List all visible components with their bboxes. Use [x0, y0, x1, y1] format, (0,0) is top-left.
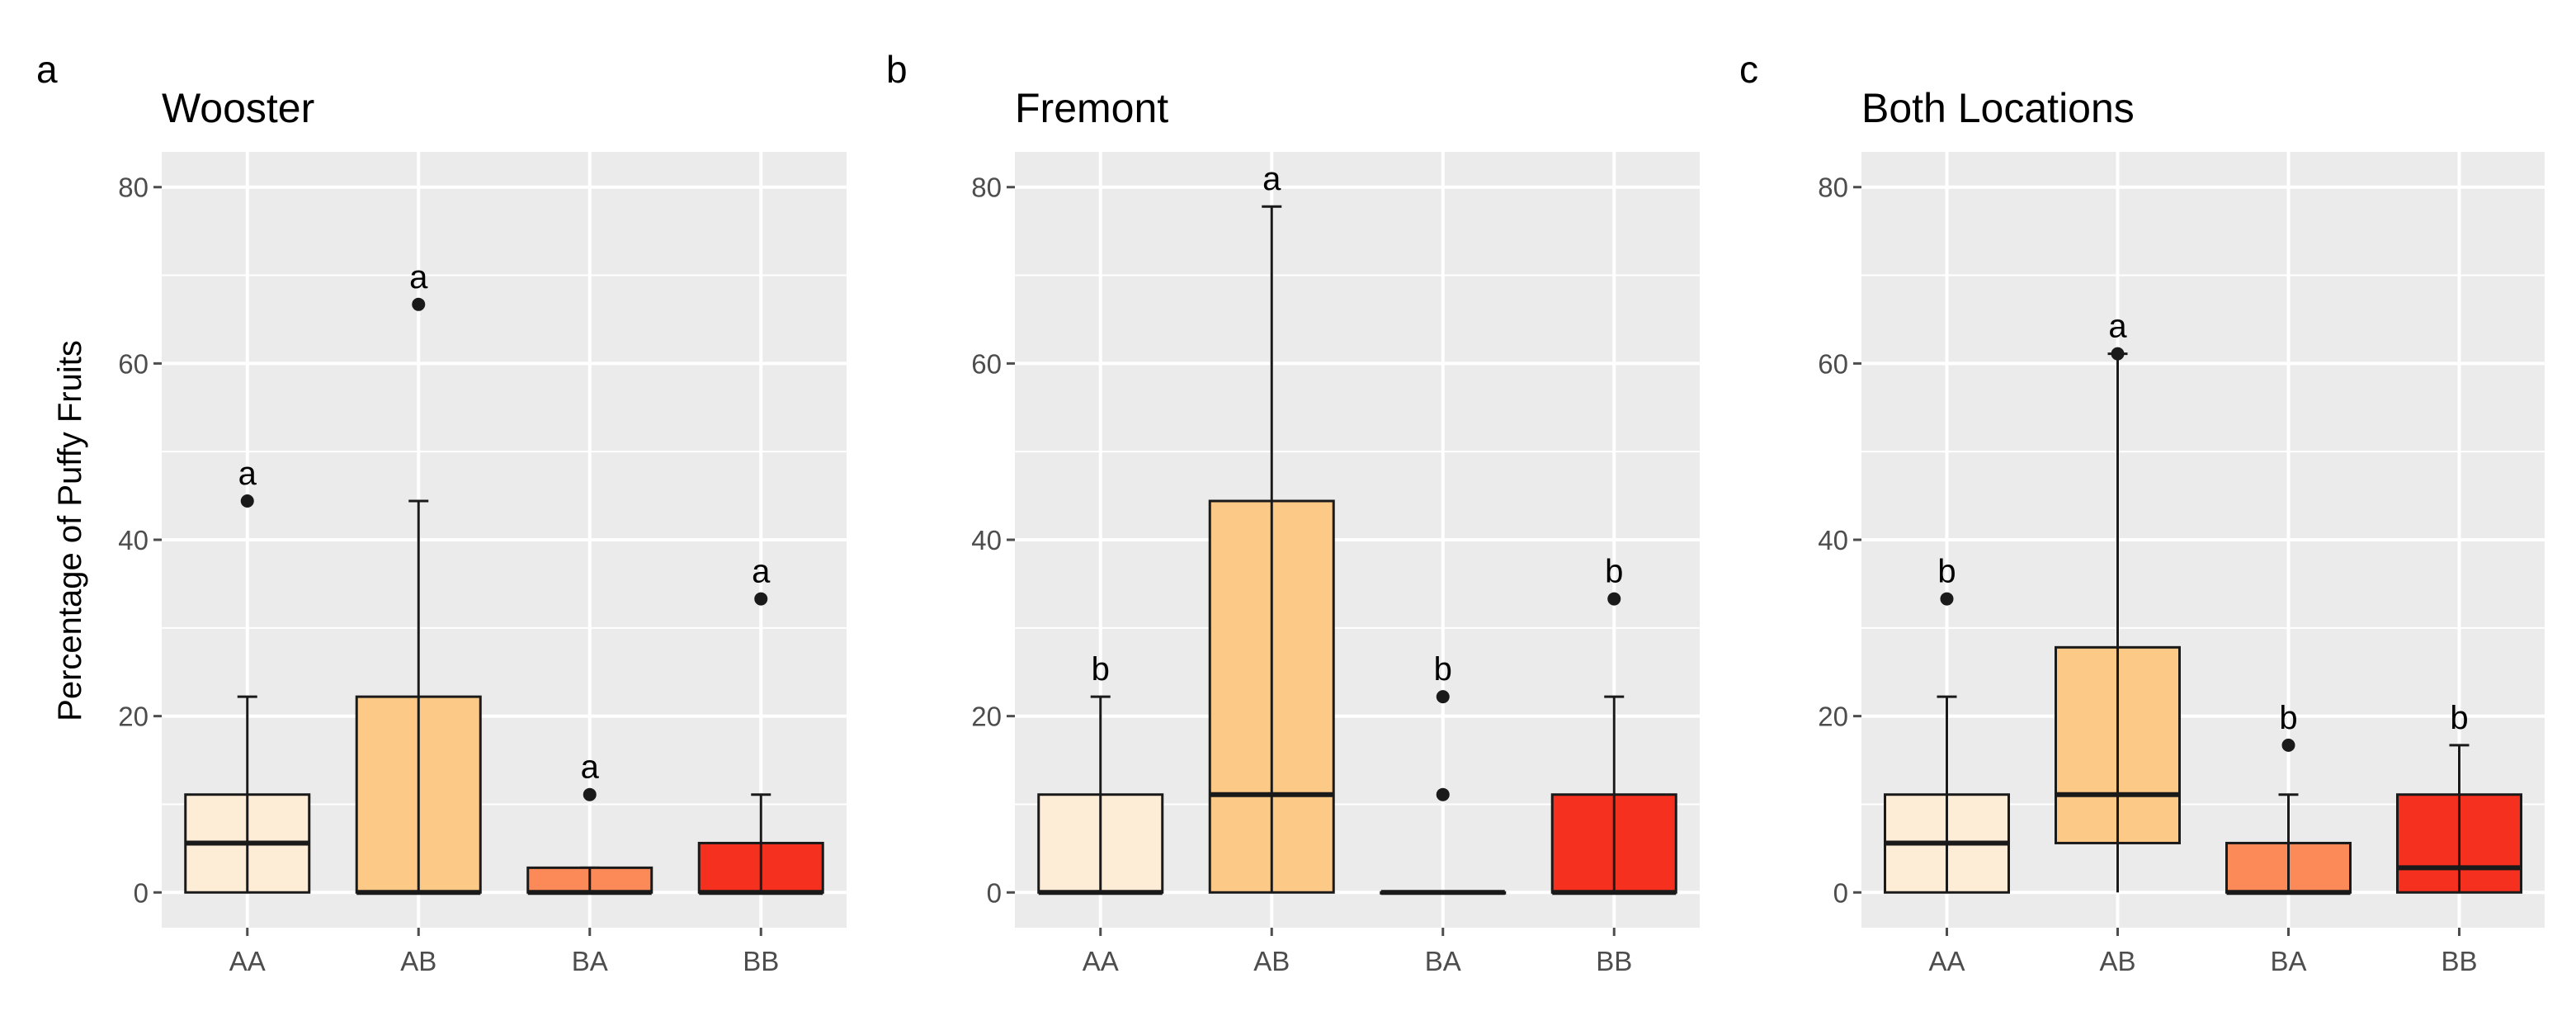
- x-tick-label: AA: [1083, 946, 1119, 976]
- y-axis-title: Percentage of Puffy Fruits: [52, 340, 88, 721]
- outlier-point: [1940, 592, 1954, 606]
- y-tick-label: 60: [971, 348, 1002, 379]
- y-tick-label: 60: [118, 348, 149, 379]
- significance-letter: b: [1434, 651, 1452, 688]
- y-tick-label: 80: [971, 172, 1002, 203]
- panel-title: Both Locations: [1861, 85, 2135, 131]
- x-tick-label: BB: [2441, 946, 2477, 976]
- panel-b: b Fremont 0 20 40 60 80 b AA a AB b BA b BB: [886, 48, 1700, 976]
- y-tick-label: 80: [118, 172, 149, 203]
- significance-letter: a: [752, 554, 771, 590]
- box-ba: b: [2225, 700, 2352, 896]
- y-tick-label: 0: [134, 877, 149, 908]
- panel-letter: b: [886, 48, 908, 91]
- y-tick-label: 60: [1818, 348, 1848, 379]
- box-bb: b: [1550, 554, 1677, 896]
- panel-title: Wooster: [162, 85, 314, 131]
- outlier-point: [1607, 592, 1621, 606]
- significance-letter: b: [1092, 651, 1110, 688]
- box-ab: a: [2055, 309, 2181, 893]
- panel-c: c Both Locations 0 20 40 60 80 b AA a AB b BA b BB: [1739, 48, 2545, 976]
- box-aa: b: [1884, 554, 2010, 894]
- y-tick-label: 0: [1833, 877, 1848, 908]
- y-tick-label: 40: [1818, 525, 1848, 555]
- x-tick-label: AA: [229, 946, 266, 976]
- y-tick-label: 40: [118, 525, 149, 555]
- panel-title: Fremont: [1015, 85, 1168, 131]
- x-tick-label: AA: [1928, 946, 1965, 976]
- outlier-point: [754, 592, 768, 606]
- x-tick-label: BA: [1425, 946, 1461, 976]
- panel-a: a Wooster 0 20 40 60 80 a AA a AB a BA a BB: [36, 48, 847, 976]
- box-bb: b: [2396, 700, 2522, 894]
- significance-letter: a: [581, 749, 600, 786]
- outlier-point: [240, 494, 254, 508]
- panel-letter: a: [36, 48, 58, 91]
- box-ba: a: [526, 749, 653, 896]
- x-tick-label: BA: [572, 946, 608, 976]
- outlier-point: [412, 297, 426, 311]
- x-tick-label: BA: [2270, 946, 2306, 976]
- outlier-point: [583, 787, 597, 801]
- box-ab: a: [355, 259, 482, 896]
- y-tick-label: 20: [118, 702, 149, 732]
- y-tick-label: 80: [1818, 172, 1848, 203]
- significance-letter: a: [238, 456, 257, 492]
- outlier-point: [2111, 347, 2125, 361]
- y-tick-label: 0: [987, 877, 1002, 908]
- box-bb: a: [697, 554, 824, 896]
- x-tick-label: AB: [400, 946, 436, 976]
- significance-letter: b: [1605, 554, 1623, 590]
- x-tick-label: AB: [1253, 946, 1290, 976]
- significance-letter: a: [409, 259, 428, 295]
- y-tick-label: 20: [1818, 702, 1848, 732]
- panel-letter: c: [1739, 48, 1758, 91]
- box-ab: a: [1208, 161, 1335, 894]
- y-tick-label: 40: [971, 525, 1002, 555]
- box-ba: b: [1380, 651, 1507, 896]
- box-aa: b: [1037, 651, 1164, 896]
- x-tick-label: AB: [2099, 946, 2135, 976]
- significance-letter: b: [1937, 554, 1956, 590]
- box-aa: a: [184, 456, 311, 894]
- outlier-point: [2281, 738, 2295, 752]
- x-tick-label: BB: [1596, 946, 1632, 976]
- significance-letter: b: [2279, 700, 2297, 736]
- y-tick-label: 20: [971, 702, 1002, 732]
- significance-letter: a: [2108, 309, 2127, 345]
- outlier-point: [1436, 787, 1450, 801]
- outlier-point: [1436, 690, 1450, 704]
- significance-letter: b: [2450, 700, 2468, 736]
- significance-letter: a: [1262, 161, 1281, 197]
- x-tick-label: BB: [743, 946, 779, 976]
